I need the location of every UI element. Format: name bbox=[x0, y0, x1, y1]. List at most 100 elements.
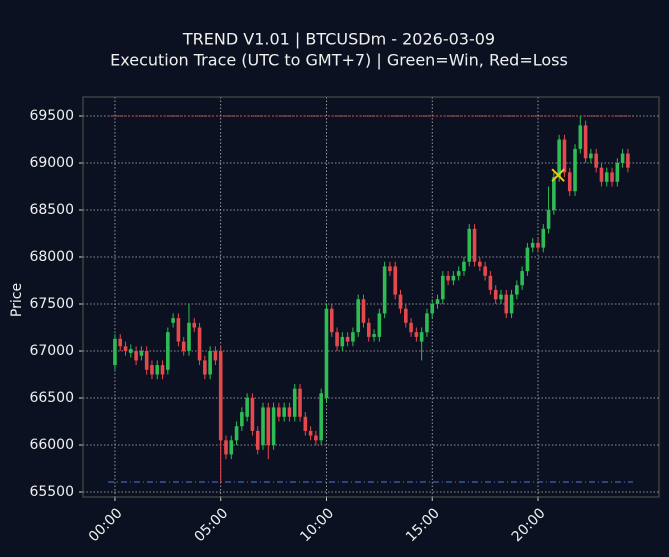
candle-body bbox=[403, 308, 408, 323]
candle-body bbox=[610, 172, 614, 182]
candle-body bbox=[451, 275, 456, 281]
y-tick-label: 69000 bbox=[29, 155, 74, 171]
candle-body bbox=[176, 318, 181, 342]
candle-body bbox=[155, 365, 160, 375]
candle-body bbox=[583, 125, 588, 159]
candle-body bbox=[578, 125, 583, 149]
candle-body bbox=[324, 308, 329, 399]
candle-body bbox=[261, 407, 265, 446]
candle-body bbox=[488, 275, 493, 290]
y-tick-label: 68500 bbox=[29, 202, 74, 218]
candle-body bbox=[504, 294, 509, 314]
candle-body bbox=[129, 349, 133, 353]
candle-body bbox=[446, 275, 450, 281]
candle-body bbox=[340, 336, 345, 347]
candle-body bbox=[499, 294, 503, 300]
candle-body bbox=[372, 334, 376, 337]
y-tick-label: 67500 bbox=[29, 296, 74, 312]
candle-body bbox=[118, 338, 123, 347]
candle-body bbox=[266, 407, 271, 446]
candle-body bbox=[181, 341, 186, 352]
candle-body bbox=[208, 351, 212, 375]
candle-body bbox=[224, 440, 228, 455]
candle-body bbox=[467, 228, 472, 262]
y-tick-label: 66000 bbox=[29, 437, 74, 453]
plot-frame bbox=[82, 96, 660, 498]
candle-body bbox=[187, 322, 191, 352]
candle-body bbox=[287, 407, 292, 417]
chart-title: TREND V1.01 | BTCUSDm - 2026-03-09 bbox=[182, 30, 495, 49]
candle-body bbox=[314, 435, 318, 441]
candle-body bbox=[398, 294, 403, 309]
candle-body bbox=[546, 209, 551, 229]
candle-body bbox=[573, 148, 577, 192]
candle-body bbox=[218, 351, 223, 441]
candle-body bbox=[589, 153, 593, 159]
candle-body bbox=[552, 177, 556, 210]
candle-body bbox=[282, 407, 286, 417]
candle-body bbox=[509, 294, 514, 314]
marker-stroke bbox=[551, 168, 565, 182]
candle-body bbox=[356, 299, 361, 333]
y-tick-label: 66500 bbox=[29, 390, 74, 406]
candle-body bbox=[192, 322, 197, 328]
candle-body bbox=[255, 430, 260, 450]
candle-body bbox=[245, 398, 249, 417]
candle-body bbox=[292, 388, 297, 417]
candle-body bbox=[604, 172, 609, 182]
candle-body bbox=[472, 228, 477, 262]
candle-body bbox=[557, 139, 561, 178]
candle-body bbox=[123, 346, 128, 352]
candle-body bbox=[388, 266, 392, 272]
candle-body bbox=[567, 172, 572, 192]
candle-body bbox=[308, 430, 313, 436]
candle-body bbox=[620, 153, 625, 163]
candle-body bbox=[409, 322, 413, 333]
candle-body bbox=[441, 275, 445, 300]
candle-body bbox=[166, 332, 170, 370]
candle-body bbox=[393, 266, 398, 295]
candle-body bbox=[414, 332, 419, 337]
candle-body bbox=[530, 242, 535, 248]
y-tick-label: 69500 bbox=[29, 108, 74, 124]
candle-body bbox=[213, 351, 218, 361]
candle-body bbox=[234, 426, 239, 441]
candle-body bbox=[160, 365, 165, 375]
candle-body bbox=[541, 228, 546, 248]
candle-body bbox=[456, 271, 461, 276]
candle-body bbox=[240, 412, 244, 427]
candle-body bbox=[229, 440, 234, 455]
y-tick-label: 68000 bbox=[29, 249, 74, 265]
candle-body bbox=[435, 299, 440, 305]
trade-marker bbox=[551, 168, 565, 182]
candle-body bbox=[525, 247, 530, 272]
candle-body bbox=[271, 407, 276, 446]
candle-body bbox=[139, 351, 144, 356]
candle-body bbox=[335, 332, 339, 347]
candle-body bbox=[303, 416, 308, 431]
candle-body bbox=[562, 139, 567, 173]
candle-body bbox=[144, 351, 149, 370]
candle-body bbox=[250, 398, 255, 431]
candle-body bbox=[361, 299, 366, 323]
candle-body bbox=[626, 153, 630, 168]
candle-body bbox=[345, 336, 350, 342]
y-tick-label: 67000 bbox=[29, 343, 74, 359]
candle-body bbox=[298, 388, 302, 417]
candle-body bbox=[599, 167, 604, 182]
candle-body bbox=[536, 242, 540, 248]
candle-body bbox=[594, 153, 598, 168]
y-tick-label: 65500 bbox=[29, 484, 74, 500]
candle-body bbox=[520, 271, 524, 286]
candle-body bbox=[493, 289, 498, 300]
candle-body bbox=[382, 266, 387, 314]
candle-body bbox=[377, 313, 382, 337]
candle-body bbox=[425, 313, 429, 333]
candle-body bbox=[150, 365, 154, 375]
candle-body bbox=[113, 338, 117, 366]
candle-body bbox=[478, 261, 482, 267]
candle-body bbox=[319, 393, 323, 441]
candle-body bbox=[134, 351, 138, 361]
